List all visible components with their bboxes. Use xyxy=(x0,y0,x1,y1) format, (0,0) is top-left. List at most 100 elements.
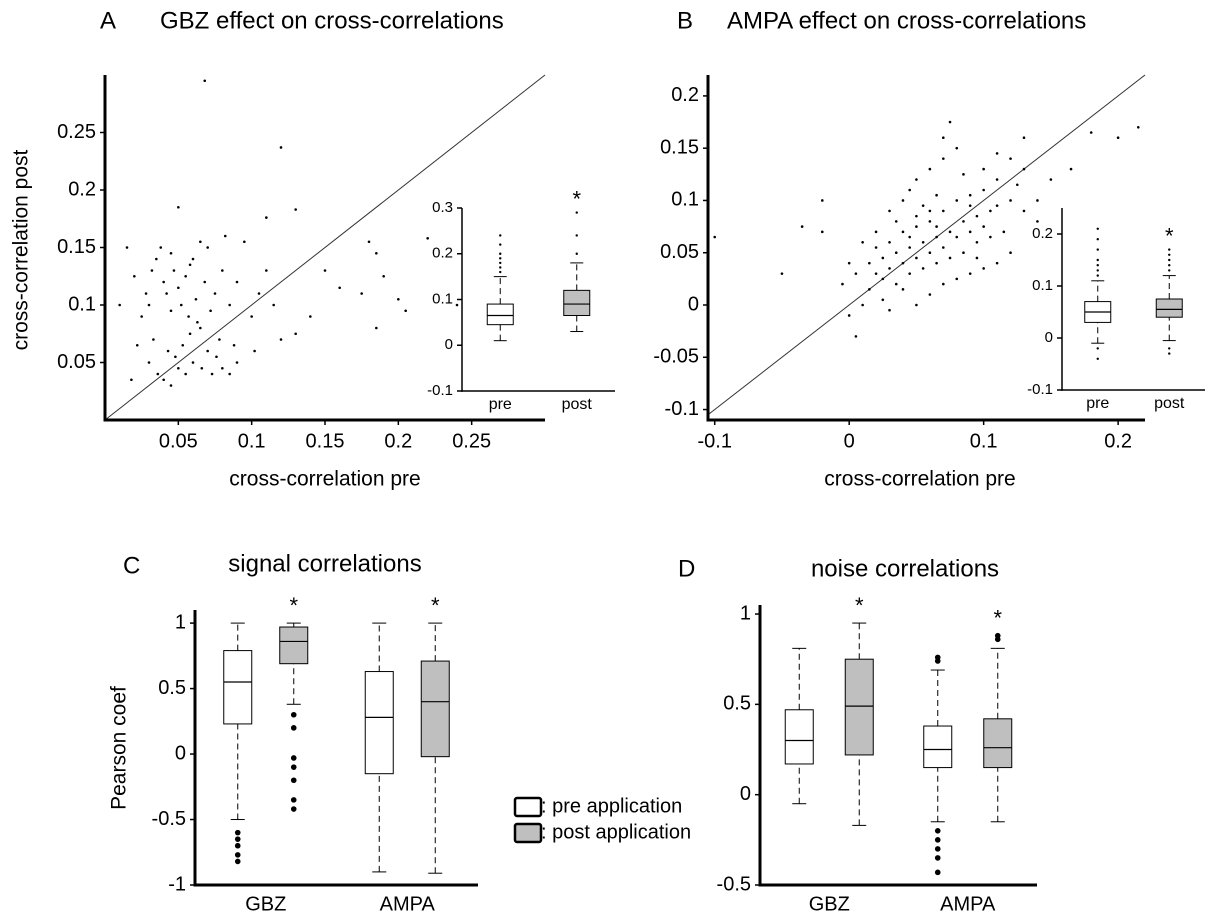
point xyxy=(130,378,133,382)
x-tick-label: post xyxy=(1154,395,1185,412)
y-tick-label: 0.1 xyxy=(68,293,96,315)
outlier xyxy=(290,806,297,812)
point xyxy=(191,361,195,364)
point xyxy=(921,267,925,270)
point xyxy=(169,251,173,255)
y-tick-label: 0.5 xyxy=(723,693,751,715)
point xyxy=(1116,136,1120,140)
point xyxy=(881,298,885,302)
point xyxy=(221,366,224,370)
point xyxy=(235,361,239,364)
point xyxy=(181,343,185,347)
point xyxy=(995,152,999,155)
y-tick-label: 1 xyxy=(740,602,751,624)
point xyxy=(156,372,160,376)
point xyxy=(169,309,173,313)
x-tick-label: 0.15 xyxy=(306,430,345,452)
outlier xyxy=(1096,248,1099,251)
point xyxy=(165,292,168,295)
outlier xyxy=(934,837,941,843)
chart-title: AMPA effect on cross-correlations xyxy=(727,7,1086,34)
point xyxy=(942,282,945,286)
y-tick-label: 0.2 xyxy=(68,178,96,200)
x-tick-label: 0.1 xyxy=(970,430,998,452)
outlier xyxy=(934,828,941,834)
point xyxy=(921,240,925,244)
outlier xyxy=(499,252,502,255)
point xyxy=(221,269,224,272)
x-tick-label: pre xyxy=(1086,395,1109,412)
outlier xyxy=(1096,258,1099,262)
point xyxy=(223,234,227,238)
point xyxy=(975,240,979,244)
point xyxy=(199,326,202,330)
point xyxy=(955,199,959,202)
point xyxy=(888,267,891,270)
point xyxy=(209,309,212,313)
point xyxy=(935,261,938,265)
point xyxy=(338,286,341,290)
x-tick-label: 0.1 xyxy=(238,430,266,452)
point xyxy=(1136,125,1140,129)
point xyxy=(125,246,129,249)
point xyxy=(820,199,824,202)
box xyxy=(486,303,514,326)
point xyxy=(928,251,932,255)
y-tick-label: 0.2 xyxy=(1032,225,1053,242)
y-tick-label: 0.2 xyxy=(671,84,699,106)
point xyxy=(1022,167,1026,171)
outlier xyxy=(499,270,502,274)
point xyxy=(272,303,275,307)
point xyxy=(426,237,429,240)
outlier xyxy=(934,846,941,852)
point xyxy=(206,349,209,353)
y-tick-label: 0.1 xyxy=(671,189,699,211)
point xyxy=(915,178,918,181)
y-axis-label: Pearson coef xyxy=(108,686,131,810)
outlier xyxy=(575,211,578,214)
outlier xyxy=(994,632,1001,639)
point xyxy=(191,257,195,261)
box xyxy=(563,289,591,317)
y-tick-label: -0.1 xyxy=(665,398,699,420)
x-tick-label: AMPA xyxy=(380,893,436,915)
point xyxy=(995,261,999,265)
identity-line xyxy=(104,74,546,421)
y-tick-label: 0.3 xyxy=(432,199,453,216)
x-tick-label: 0.2 xyxy=(384,430,412,452)
x-tick-label: 0.05 xyxy=(159,430,198,452)
box xyxy=(364,671,394,775)
y-tick-label: 0.25 xyxy=(57,121,96,143)
point xyxy=(935,235,938,239)
x-axis-label: cross-correlation pre xyxy=(229,468,420,491)
outlier xyxy=(934,869,941,876)
point xyxy=(995,204,999,207)
x-tick-label: 0.25 xyxy=(452,430,491,452)
outlier xyxy=(1096,357,1099,360)
y-tick-label: 0.15 xyxy=(57,236,96,258)
y-tick-label: 0.05 xyxy=(57,351,96,373)
y-tick-label: -0.1 xyxy=(427,382,453,399)
point xyxy=(874,272,878,275)
point xyxy=(713,235,717,239)
point xyxy=(323,269,327,272)
point xyxy=(166,349,170,353)
point xyxy=(1022,209,1026,213)
y-tick-label: 0.5 xyxy=(158,677,186,699)
significance-star: * xyxy=(289,593,298,618)
point xyxy=(948,256,952,260)
box xyxy=(223,650,253,725)
point xyxy=(159,246,163,249)
y-tick-label: -0.5 xyxy=(717,873,751,895)
outlier xyxy=(234,836,241,842)
point xyxy=(253,349,256,353)
point xyxy=(989,209,992,213)
y-tick-label: 0 xyxy=(175,742,186,764)
point xyxy=(861,240,864,244)
point xyxy=(982,167,985,171)
y-tick-label: -0.1 xyxy=(1027,381,1053,398)
outlier xyxy=(1168,253,1171,256)
outlier xyxy=(290,725,297,731)
x-tick-label: 0 xyxy=(844,430,855,452)
outlier xyxy=(290,797,297,803)
